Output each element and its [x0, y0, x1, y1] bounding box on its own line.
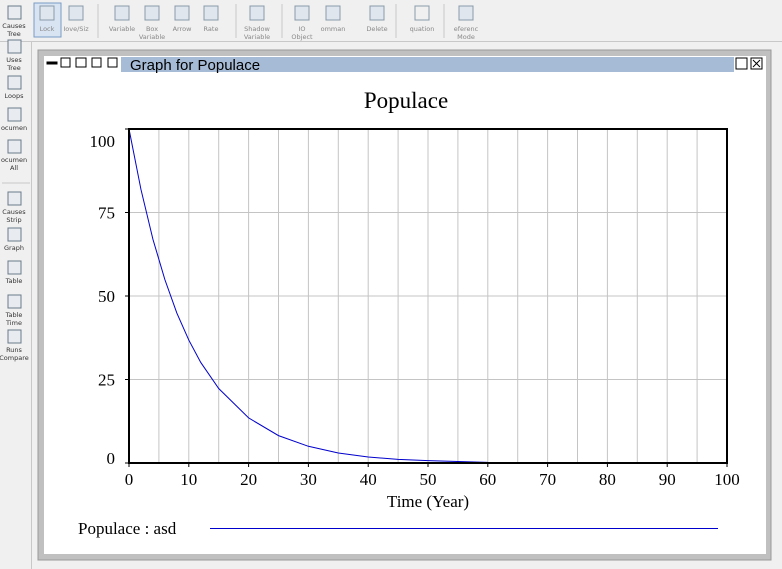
y-tick-label: 100 [90, 132, 116, 151]
sidebar-label: Strip [6, 216, 21, 224]
toolbar-icon[interactable] [144, 5, 160, 21]
sidebar-label: Graph [4, 244, 24, 252]
sidebar-label: Runs [6, 346, 22, 354]
toolbar [0, 0, 782, 42]
x-tick-label: 90 [659, 470, 676, 489]
y-tick-label: 75 [98, 204, 115, 223]
sidebar-icon[interactable] [7, 329, 22, 344]
toolbar-label: Lock [40, 25, 55, 33]
toolbar-icon[interactable] [39, 5, 55, 21]
sidebar-label: ocumen [1, 124, 27, 132]
toolbar-label: Mode [457, 33, 475, 41]
x-tick-label: 80 [599, 470, 616, 489]
toolbar-icon[interactable] [68, 5, 84, 21]
x-tick-label: 10 [180, 470, 197, 489]
sidebar-label: Time [5, 319, 22, 327]
sidebar-icon[interactable] [7, 260, 22, 275]
icon [75, 57, 87, 68]
toolbar-label: quation [410, 25, 435, 33]
x-tick-label: 20 [240, 470, 257, 489]
sidebar-icon[interactable] [7, 191, 22, 206]
maximize-button[interactable] [735, 57, 748, 70]
grid [129, 128, 727, 464]
legend-label: Populace : asd [78, 519, 177, 538]
toolbar-icon[interactable] [249, 5, 265, 21]
toolbar-icon[interactable] [325, 5, 341, 21]
icon [752, 59, 761, 68]
window-icons [46, 57, 763, 70]
sidebar-label: All [10, 164, 18, 172]
toolbar-icon[interactable] [414, 5, 430, 21]
sidebar-icon[interactable] [7, 294, 22, 309]
y-tick-label: 50 [98, 287, 115, 306]
sidebar-label: Causes [2, 22, 26, 30]
icon [107, 57, 118, 68]
toolbar-label: Variable [109, 25, 135, 33]
sidebar-icon[interactable] [7, 107, 22, 122]
sidebar-icon[interactable] [7, 227, 22, 242]
sidebar-icon[interactable] [7, 5, 22, 20]
icon [46, 61, 58, 65]
toolbar-label: Object [291, 33, 313, 41]
toolbar-label: Shadow [244, 25, 270, 33]
x-tick-label: 50 [420, 470, 437, 489]
sidebar-label: Causes [2, 208, 26, 216]
toolbar-icon[interactable] [294, 5, 310, 21]
window-title-bar [121, 57, 734, 72]
sidebar-icon[interactable] [7, 139, 22, 154]
toolbar-icon[interactable] [203, 5, 219, 21]
x-tick-label: 60 [479, 470, 496, 489]
x-tick-label: 70 [539, 470, 556, 489]
sidebar-label: Table [5, 311, 23, 319]
toolbar-label: IO [298, 25, 305, 33]
sidebar-label: Tree [6, 64, 21, 72]
toolbar-label: Variable [244, 33, 270, 41]
toolbar-label: Variable [139, 33, 165, 41]
toolbar-icon[interactable] [114, 5, 130, 21]
x-tick-label: 100 [714, 470, 740, 489]
toolbar-label: Box [146, 25, 158, 33]
toolbar-icon[interactable] [369, 5, 385, 21]
x-axis-label: Time (Year) [387, 492, 469, 511]
sidebar-icon[interactable] [7, 39, 22, 54]
sidebar-label: Tree [6, 30, 21, 38]
y-tick-label: 25 [98, 371, 115, 390]
toolbar-label: Rate [204, 25, 219, 33]
toolbar-icon[interactable] [174, 5, 190, 21]
window-title: Graph for Populace [130, 57, 260, 74]
x-tick-label: 40 [360, 470, 377, 489]
icon [91, 57, 102, 68]
sidebar-label: ocumen [1, 156, 27, 164]
sidebar-label: Uses [6, 56, 22, 64]
sidebar-label: Compare [0, 354, 29, 362]
x-tick-label: 0 [125, 470, 134, 489]
sidebar-label: Table [5, 277, 23, 285]
x-tick-label: 30 [300, 470, 317, 489]
toolbar-label: eferenc [454, 25, 479, 33]
icon [60, 57, 71, 68]
chart-title: Populace [364, 88, 448, 113]
toolbar-label: Iove/Siz [63, 25, 89, 33]
sidebar-icon[interactable] [7, 75, 22, 90]
y-tick-label: 0 [107, 449, 116, 468]
toolbar-icon[interactable] [458, 5, 474, 21]
toolbar-label: Arrow [173, 25, 193, 33]
sidebar-label: Loops [5, 92, 25, 100]
toolbar-label: omman [321, 25, 346, 33]
toolbar-label: Delete [366, 25, 387, 33]
